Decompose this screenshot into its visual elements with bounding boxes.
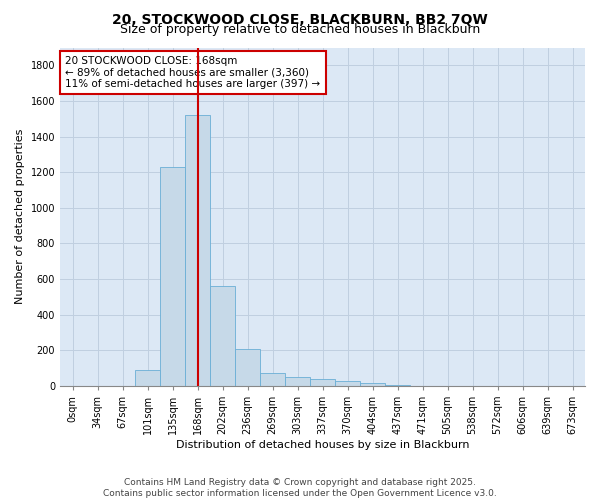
Bar [360,383,385,386]
Bar [335,380,360,386]
Y-axis label: Number of detached properties: Number of detached properties [15,129,25,304]
Text: Size of property relative to detached houses in Blackburn: Size of property relative to detached ho… [120,24,480,36]
Text: 20 STOCKWOOD CLOSE: 168sqm
← 89% of detached houses are smaller (3,360)
11% of s: 20 STOCKWOOD CLOSE: 168sqm ← 89% of deta… [65,56,320,89]
Bar [135,370,160,386]
Bar [210,286,235,386]
Bar [285,377,310,386]
Bar [310,379,335,386]
Bar [235,348,260,386]
Bar [185,115,210,386]
Text: 20, STOCKWOOD CLOSE, BLACKBURN, BB2 7QW: 20, STOCKWOOD CLOSE, BLACKBURN, BB2 7QW [112,12,488,26]
Bar [385,385,410,386]
Bar [160,167,185,386]
Bar [260,374,285,386]
X-axis label: Distribution of detached houses by size in Blackburn: Distribution of detached houses by size … [176,440,469,450]
Text: Contains HM Land Registry data © Crown copyright and database right 2025.
Contai: Contains HM Land Registry data © Crown c… [103,478,497,498]
